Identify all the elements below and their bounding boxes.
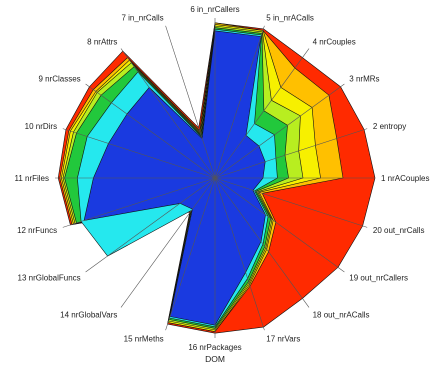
axis-label-2: 2 entropy: [373, 122, 406, 131]
axis-spoke-13: [85, 177, 216, 273]
axis-label-6: 6 in_nrCallers: [190, 5, 239, 14]
axis-label-18: 18 out_nrACalls: [313, 311, 370, 320]
axis-label-12: 12 nrFuncs: [17, 226, 57, 235]
axis-spoke-8: [120, 48, 216, 179]
axis-label-10: 10 nrDirs: [25, 122, 57, 131]
axis-label-16: 16 nrPackages: [188, 343, 241, 352]
axis-label-14: 14 nrGlobalVars: [60, 311, 117, 320]
axis-spoke-2: [214, 128, 368, 179]
axis-spoke-14: [120, 177, 216, 308]
axis-label-5: 5 in_nrACalls: [266, 13, 314, 22]
axis-spoke-4: [214, 48, 310, 179]
axis-label-20: 20 out_nrCalls: [373, 226, 425, 235]
axis-label-9: 9 nrClasses: [38, 75, 80, 84]
axis-label-8: 8 nrAttrs: [87, 37, 117, 46]
axis-spoke-17: [214, 177, 265, 331]
axis-spoke-12: [62, 177, 216, 228]
axis-label-layer: 1 nrACouples 2 entropy 3 nrMRs 4 nrCouples 5…: [14, 5, 429, 352]
axis-spoke-19: [214, 177, 345, 273]
axis-label-17: 17 nrVars: [266, 335, 300, 344]
axis-spoke-20: [214, 177, 368, 228]
axis-label-3: 3 nrMRs: [349, 75, 379, 84]
axis-label-15: 15 nrMeths: [124, 335, 164, 344]
axis-label-19: 19 out_nrCallers: [349, 273, 408, 282]
axis-spoke-10: [62, 128, 216, 179]
axis-spoke-18: [214, 177, 310, 308]
axis-label-1: 1 nrACouples: [381, 174, 429, 183]
axis-spoke-9: [85, 83, 216, 179]
axis-label-13: 13 nrGlobalFuncs: [18, 273, 81, 282]
chart-title: DOM: [205, 354, 225, 364]
axis-spoke-5: [214, 25, 265, 179]
spoke-layer: [55, 18, 375, 338]
axis-label-4: 4 nrCouples: [313, 37, 356, 46]
axis-spoke-7: [165, 25, 216, 179]
axis-label-11: 11 nrFiles: [14, 174, 49, 183]
axis-spoke-15: [165, 177, 216, 331]
axis-spoke-3: [214, 83, 345, 179]
axis-label-7: 7 in_nrCalls: [121, 13, 163, 22]
